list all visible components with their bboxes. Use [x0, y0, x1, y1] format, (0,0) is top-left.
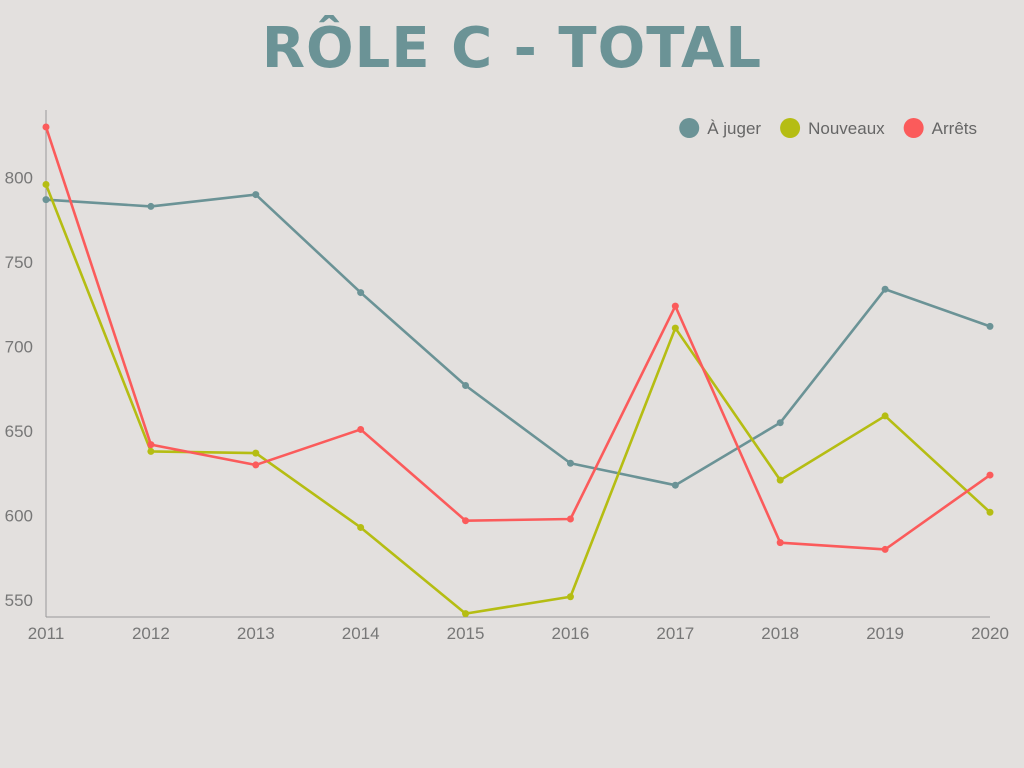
series-2: [42, 180, 994, 618]
x-tick-label: 2014: [342, 624, 380, 643]
data-point: [252, 449, 260, 457]
data-point: [986, 322, 994, 330]
series-layer: [42, 123, 994, 618]
data-point: [252, 461, 260, 469]
x-tick-label: 2015: [447, 624, 485, 643]
axes: 550 600 650 700 750 800 2011 2012 2013 2014 2015 20…: [5, 110, 1009, 643]
data-point: [147, 447, 155, 455]
data-point: [776, 476, 784, 484]
legend: À juger Nouveaux Arrêts: [679, 118, 977, 138]
legend-swatch: [780, 118, 801, 138]
chart-title: RÔLE C - TOTAL: [261, 16, 763, 81]
y-tick-label: 650: [5, 422, 33, 441]
series-3: [42, 123, 994, 553]
y-tick-label: 700: [5, 338, 33, 357]
series-line: [45, 193, 991, 487]
legend-swatch: [679, 118, 700, 138]
data-point: [881, 545, 889, 553]
data-point: [671, 481, 679, 489]
x-tick-label: 2016: [552, 624, 590, 643]
data-point: [147, 441, 155, 449]
data-point: [462, 382, 470, 390]
data-point: [147, 202, 155, 210]
y-tick-label: 800: [5, 169, 33, 188]
legend-label: Nouveaux: [808, 119, 885, 138]
data-point: [881, 412, 889, 420]
data-point: [671, 324, 679, 332]
legend-label: À juger: [707, 119, 761, 138]
data-point: [776, 419, 784, 427]
x-tick-label: 2019: [866, 624, 904, 643]
data-point: [252, 191, 260, 199]
legend-label: Arrêts: [932, 119, 977, 138]
data-point: [42, 196, 50, 204]
data-point: [566, 515, 574, 523]
y-tick-label: 750: [5, 253, 33, 272]
x-tick-label: 2012: [132, 624, 170, 643]
series-line: [44, 126, 991, 551]
data-point: [42, 123, 50, 131]
data-point: [671, 302, 679, 310]
legend-item: Arrêts: [903, 118, 977, 138]
data-point: [42, 180, 50, 188]
x-tick-label: 2017: [656, 624, 694, 643]
data-point: [357, 289, 365, 297]
x-tick-label: 2018: [761, 624, 799, 643]
series-1: [42, 191, 994, 489]
data-point: [357, 523, 365, 531]
data-point: [566, 593, 574, 601]
data-point: [881, 285, 889, 293]
data-point: [462, 517, 470, 525]
y-tick-label: 550: [5, 591, 33, 610]
x-tick-label: 2020: [971, 624, 1009, 643]
x-tick-label: 2013: [237, 624, 275, 643]
y-tick-label: 600: [5, 507, 33, 526]
data-point: [462, 610, 470, 618]
legend-item: Nouveaux: [780, 118, 885, 138]
legend-swatch: [903, 118, 924, 138]
data-point: [986, 471, 994, 479]
data-point: [776, 539, 784, 547]
x-tick-label: 2011: [28, 624, 65, 643]
data-point: [566, 459, 574, 467]
legend-item: À juger: [679, 118, 761, 138]
data-point: [357, 425, 365, 433]
series-line: [44, 183, 991, 615]
data-point: [986, 508, 994, 516]
